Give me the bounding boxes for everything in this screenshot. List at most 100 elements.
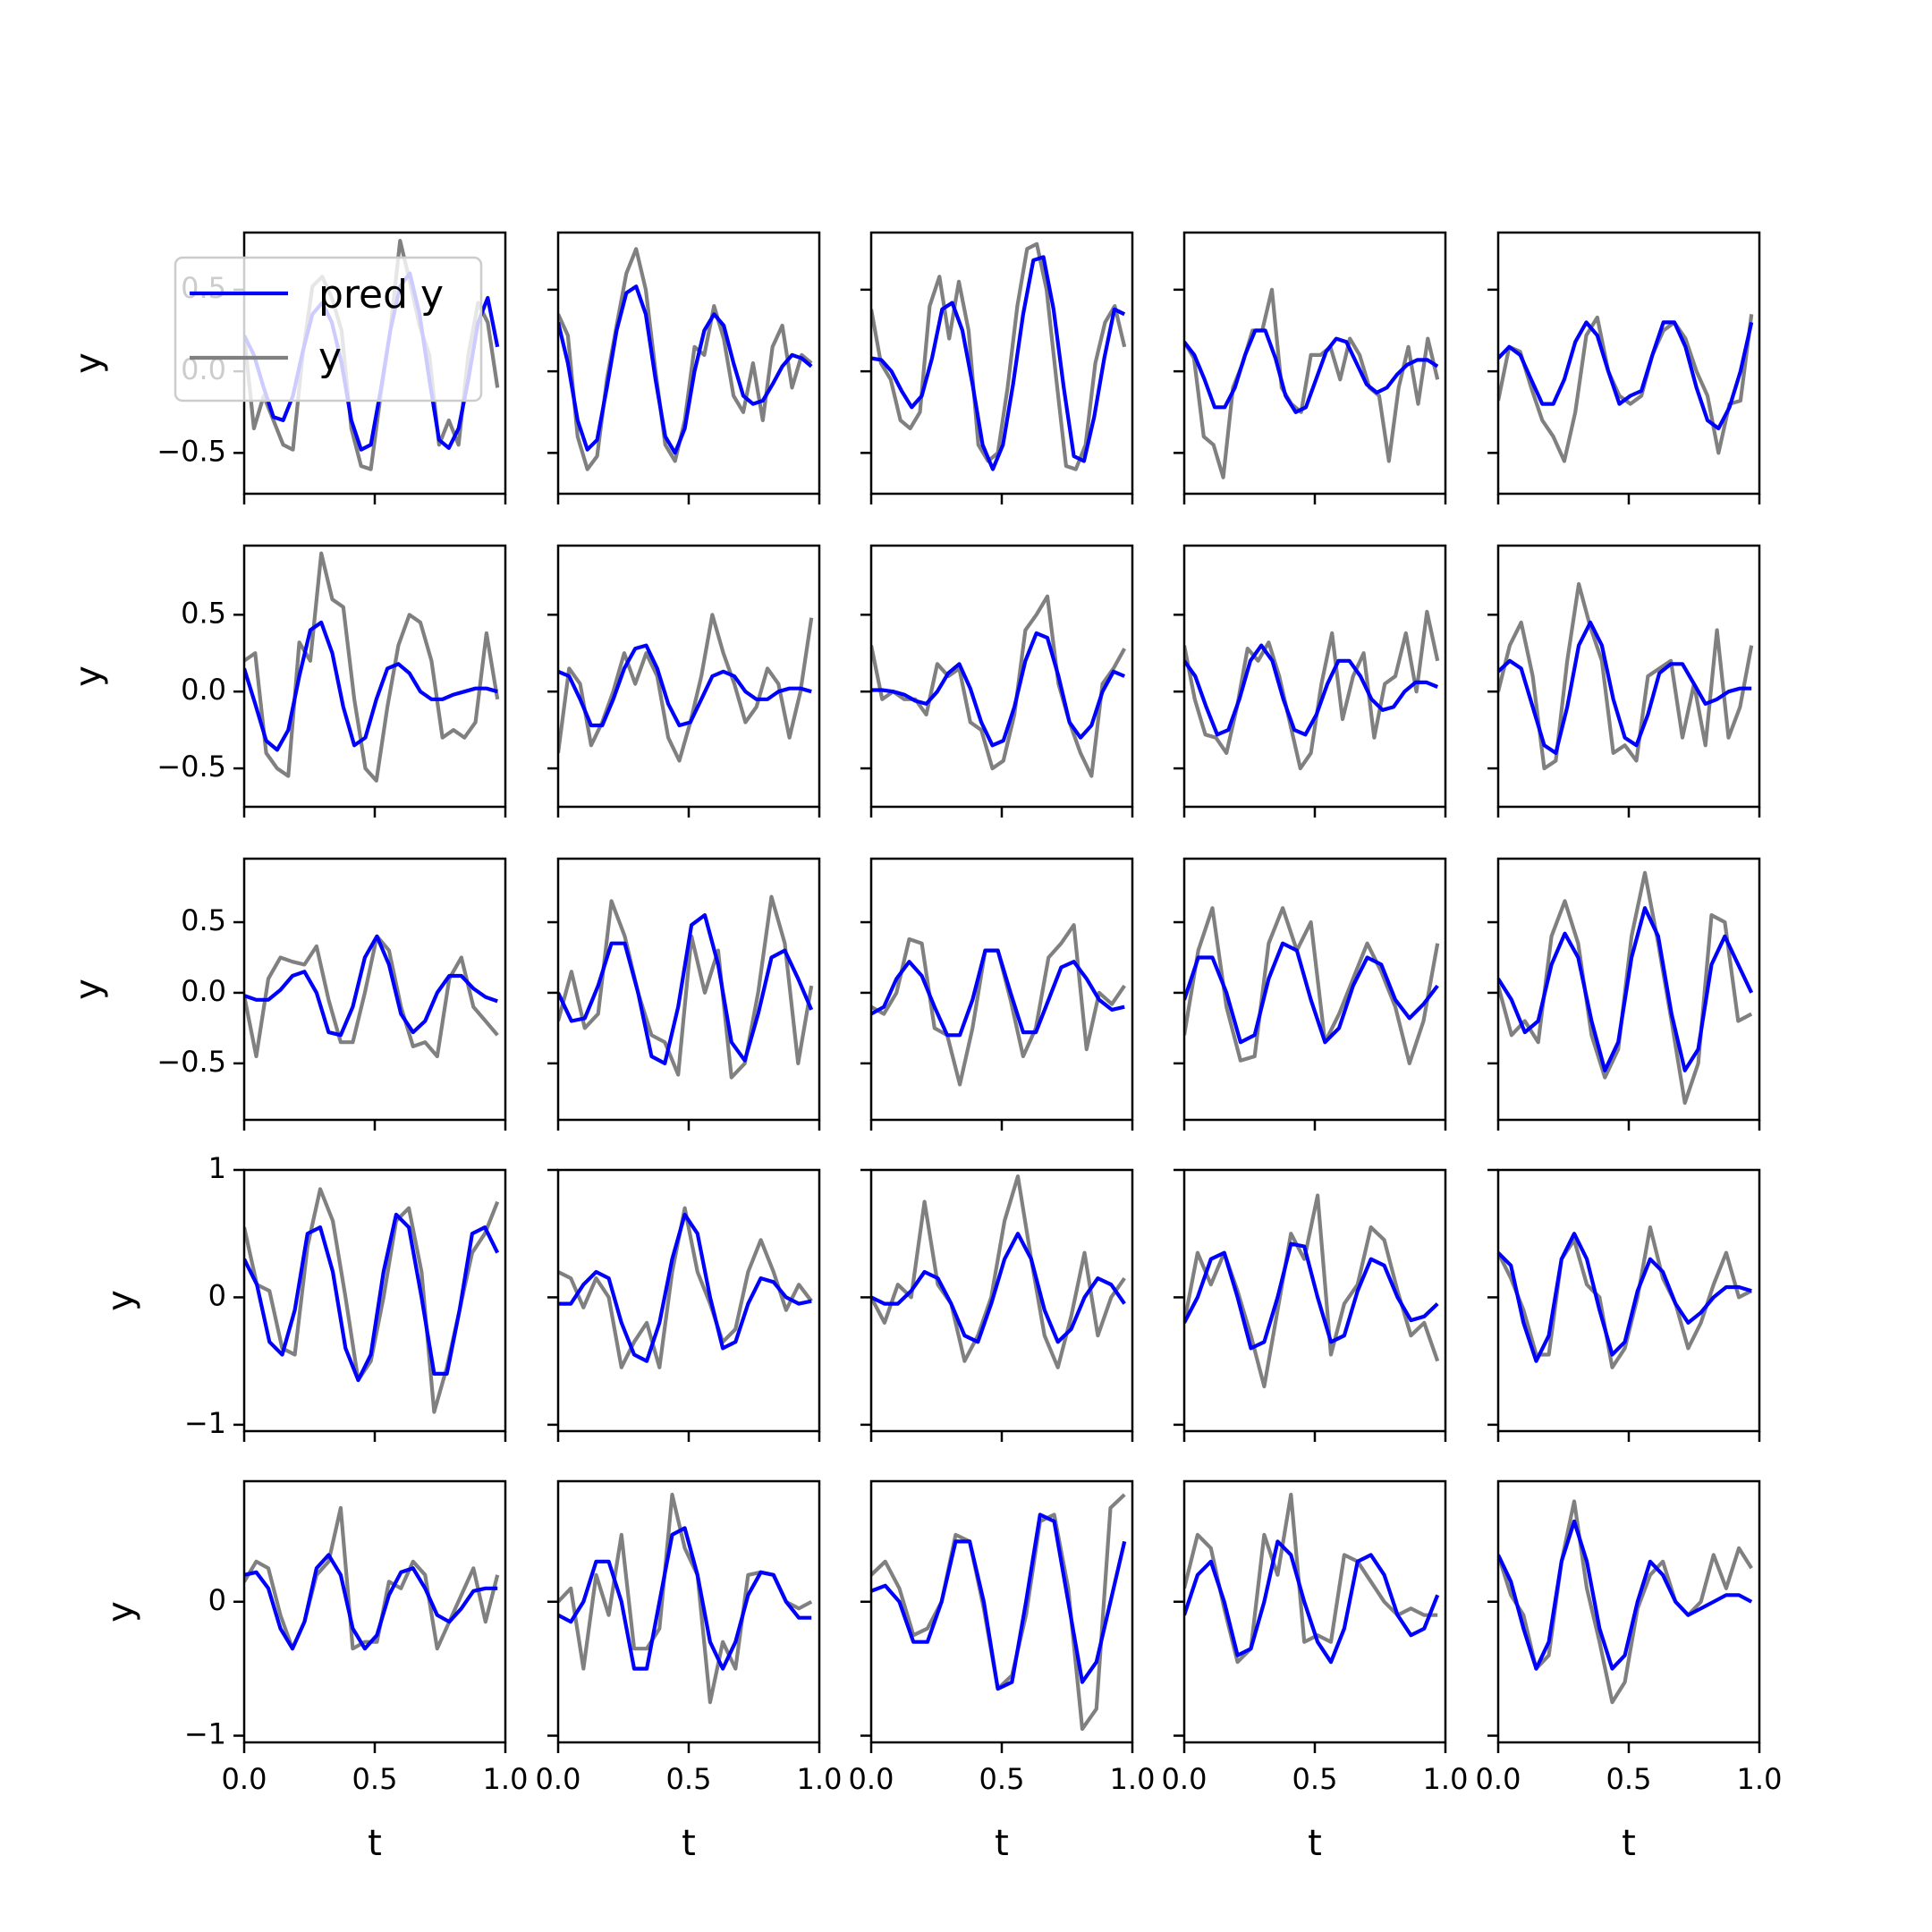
series-pred-y-line bbox=[244, 620, 498, 752]
series-pred-y-line bbox=[558, 284, 813, 455]
x-tick-label: 0.0 bbox=[1162, 1762, 1208, 1796]
y-axis-label: y bbox=[68, 665, 109, 687]
subplot-r3-c2 bbox=[547, 857, 821, 1131]
subplot-lines bbox=[871, 1174, 1126, 1369]
x-tick-label: 1.0 bbox=[1737, 1762, 1783, 1796]
subplot-r4-c1: −1 0 1 y bbox=[100, 1151, 507, 1442]
series-pred-y-line bbox=[1498, 620, 1752, 755]
subplot-r5-c2: 0.0 0.5 1.0 bbox=[536, 1479, 843, 1796]
x-axis-label: t bbox=[1622, 1823, 1636, 1864]
y-tick-label: 0 bbox=[208, 1583, 226, 1617]
x-axis-label: t bbox=[368, 1823, 382, 1864]
subplot-lines bbox=[1184, 287, 1440, 479]
subplot-r2-c3 bbox=[860, 544, 1134, 818]
series-pred-y-line bbox=[1184, 1539, 1440, 1665]
subplot-lines bbox=[871, 1493, 1127, 1732]
y-axis-label: y bbox=[68, 979, 109, 1000]
series-y-line bbox=[1184, 906, 1440, 1065]
y-tick-label: −0.5 bbox=[157, 750, 226, 784]
series-pred-y-line bbox=[871, 631, 1126, 748]
x-tick-label: 0.0 bbox=[849, 1762, 894, 1796]
subplot-r3-c5 bbox=[1487, 857, 1761, 1131]
subplot-lines bbox=[1498, 314, 1754, 463]
subplot-lines bbox=[1184, 1492, 1440, 1665]
subplot-lines bbox=[871, 594, 1127, 778]
subplot-r1-c3 bbox=[860, 231, 1134, 504]
y-axis-label: y bbox=[68, 352, 109, 374]
x-axis-label: t bbox=[995, 1823, 1009, 1864]
subplot-lines bbox=[1184, 1193, 1440, 1389]
y-tick-label: −1 bbox=[184, 1717, 226, 1751]
series-pred-y-line bbox=[558, 1526, 812, 1671]
subplot-lines bbox=[558, 1206, 813, 1369]
series-pred-y-line bbox=[871, 1232, 1126, 1344]
subplot-r1-c5 bbox=[1487, 231, 1761, 504]
y-tick-label: −0.5 bbox=[157, 434, 226, 468]
subplot-lines bbox=[1184, 906, 1440, 1065]
series-pred-y-line bbox=[1184, 643, 1439, 737]
subplot-lines bbox=[1498, 870, 1754, 1106]
x-tick-label: 0.0 bbox=[222, 1762, 267, 1796]
y-axis-label: y bbox=[100, 1290, 141, 1311]
x-tick-label: 0.0 bbox=[1476, 1762, 1521, 1796]
subplot-lines bbox=[558, 613, 814, 763]
subplot-r4-c3 bbox=[860, 1168, 1134, 1442]
y-tick-label: 0.0 bbox=[181, 673, 226, 707]
subplot-lines bbox=[244, 934, 499, 1059]
series-pred-y-line bbox=[244, 1553, 498, 1651]
x-tick-label: 0.5 bbox=[1292, 1762, 1338, 1796]
series-y-line bbox=[1498, 1499, 1753, 1705]
x-tick-label: 1.0 bbox=[1423, 1762, 1469, 1796]
subplot-r3-c1: −0.5 0.0 0.5 y bbox=[68, 857, 507, 1131]
x-tick-label: 1.0 bbox=[483, 1762, 529, 1796]
subplot-r5-c5: 0.0 0.5 1.0 bbox=[1476, 1479, 1783, 1796]
series-y-line bbox=[558, 894, 814, 1080]
subplot-lines bbox=[1184, 609, 1440, 771]
subplot-lines bbox=[558, 247, 813, 471]
subplot-r4-c5 bbox=[1487, 1168, 1761, 1442]
series-y-line bbox=[1184, 609, 1440, 771]
subplot-lines bbox=[1498, 581, 1754, 771]
x-tick-label: 0.5 bbox=[1606, 1762, 1652, 1796]
subplot-lines bbox=[1498, 1499, 1753, 1705]
subplot-lines bbox=[871, 923, 1126, 1087]
subplot-r1-c2 bbox=[547, 231, 821, 504]
series-y-line bbox=[1184, 287, 1440, 479]
x-tick-label: 0.5 bbox=[352, 1762, 398, 1796]
subplot-lines bbox=[244, 239, 500, 471]
y-tick-label: −0.5 bbox=[157, 1045, 226, 1079]
series-pred-y-line bbox=[1498, 906, 1754, 1072]
subplot-lines bbox=[558, 1492, 813, 1705]
y-tick-label: 1 bbox=[208, 1151, 226, 1185]
subplot-lines bbox=[244, 1187, 500, 1414]
subplot-r5-c3: 0.0 0.5 1.0 bbox=[849, 1479, 1156, 1796]
series-y-line bbox=[244, 551, 500, 783]
x-tick-label: 1.0 bbox=[1110, 1762, 1156, 1796]
legend-label-y: y bbox=[318, 335, 342, 380]
legend-label-pred-y: pred y bbox=[318, 272, 444, 318]
y-tick-label: 0.5 bbox=[181, 903, 226, 937]
subplot-r3-c3 bbox=[860, 857, 1134, 1131]
series-pred-y-line bbox=[1184, 941, 1439, 1045]
legend: pred y y bbox=[174, 256, 483, 402]
subplot-r5-c4: 0.0 0.5 1.0 bbox=[1162, 1479, 1469, 1796]
x-axis-label: t bbox=[682, 1823, 696, 1864]
subplot-grid: −0.50.00.5y−0.50.00.5y−0.50.00.5y−101y−1… bbox=[68, 231, 1783, 1796]
x-tick-label: 1.0 bbox=[797, 1762, 843, 1796]
series-pred-y-line bbox=[558, 1212, 812, 1363]
series-y-line bbox=[558, 1206, 813, 1369]
subplot-r2-c4 bbox=[1174, 544, 1447, 818]
series-pred-y-line bbox=[871, 1513, 1127, 1691]
subplot-r4-c4 bbox=[1174, 1168, 1447, 1442]
subplot-lines bbox=[871, 242, 1127, 471]
x-tick-label: 0.5 bbox=[979, 1762, 1025, 1796]
y-tick-label: 0.5 bbox=[181, 596, 226, 630]
subplot-lines bbox=[558, 894, 814, 1080]
series-pred-y-line bbox=[1184, 328, 1439, 414]
series-pred-y-line bbox=[1498, 320, 1754, 431]
series-pred-y-line bbox=[244, 271, 500, 452]
y-axis-label: y bbox=[100, 1601, 141, 1623]
subplot-r4-c2 bbox=[547, 1168, 821, 1442]
series-pred-y-line bbox=[1184, 1241, 1439, 1351]
